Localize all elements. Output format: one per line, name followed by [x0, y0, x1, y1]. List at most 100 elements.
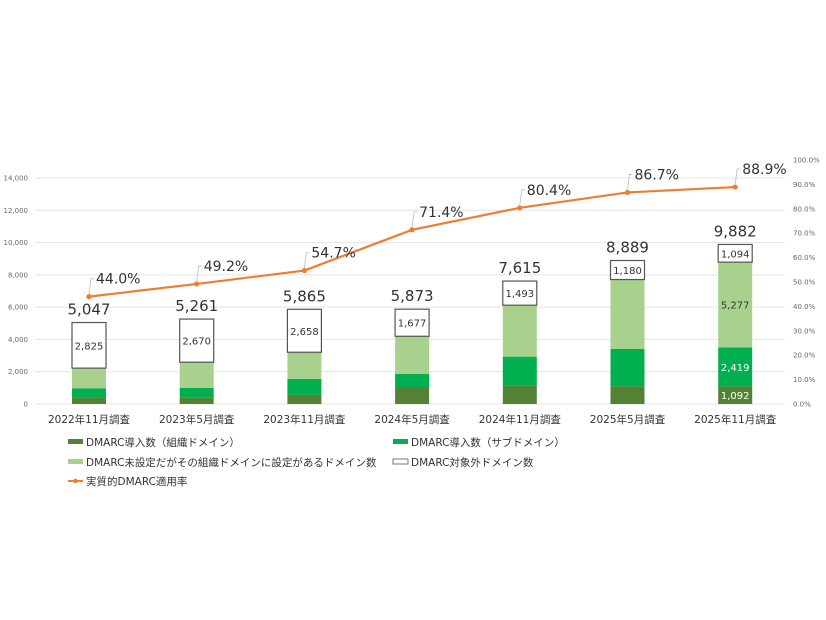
bar-segment: [610, 279, 645, 350]
bar-segment: [395, 336, 430, 375]
legend: DMARC導入数（組織ドメイン） DMARC導入数（サブドメイン） DMARC未設定…: [68, 436, 565, 488]
rate-label: 71.4%: [419, 205, 463, 221]
bar-segment: [609, 259, 646, 281]
left-tick-label: 4,000: [8, 336, 28, 344]
bar-segment: [179, 362, 214, 388]
segment-label: 5,277: [721, 301, 750, 312]
right-tick-label: 80.0%: [793, 205, 816, 213]
rate-point: [517, 205, 523, 211]
rate-point: [86, 294, 92, 300]
bar-segment: [71, 321, 107, 369]
segment-label: 1,094: [721, 249, 750, 260]
bar-segment: [610, 349, 645, 387]
right-tick-label: 0.0%: [793, 401, 811, 409]
category-label: 2023年5月調査: [159, 413, 235, 426]
rate-label: 54.7%: [311, 246, 355, 262]
bar-segment: [718, 386, 753, 404]
category-label: 2024年5月調査: [374, 413, 450, 426]
bar-segment: [72, 368, 106, 389]
bar-segment: [717, 243, 753, 263]
legend-line-marker: [73, 478, 78, 484]
bar-segment: [395, 387, 430, 404]
leader-line: [196, 265, 202, 282]
left-tick-label: 2,000: [8, 368, 28, 376]
right-tick-label: 40.0%: [793, 303, 816, 311]
right-tick-label: 90.0%: [793, 181, 816, 189]
bar-segment: [286, 308, 322, 353]
legend-swatch: [392, 458, 409, 465]
segment-label: 2,658: [290, 327, 319, 338]
left-tick-label: 6,000: [8, 304, 28, 312]
bar-segment: [72, 388, 106, 398]
total-label: 7,615: [498, 259, 541, 277]
segment-label: 1,092: [721, 391, 750, 402]
bar-segment: [179, 387, 214, 398]
left-tick-label: 8,000: [8, 271, 28, 279]
total-label: 5,873: [391, 287, 434, 305]
bar-segment: [287, 394, 322, 404]
total-label: 8,889: [606, 239, 649, 257]
rate-point: [624, 189, 631, 196]
rate-label: 49.2%: [204, 259, 248, 275]
bar-segment: [394, 308, 430, 337]
rate-label: 86.7%: [635, 167, 679, 183]
right-tick-label: 10.0%: [793, 376, 816, 384]
bar-segment: [610, 386, 645, 404]
left-axis: 0 2,000 4,000 6,000 8,000 10,000 12,000 14,000: [4, 175, 29, 409]
right-tick-label: 100.0%: [793, 157, 820, 165]
rate-label: 44.0%: [96, 272, 140, 288]
rate-line: 44.0% 49.2% 54.7% 71.4% 80.4% 86.7% 88.9%: [86, 162, 787, 300]
left-tick-label: 12,000: [4, 207, 29, 215]
legend-label: DMARC対象外ドメイン数: [411, 456, 534, 469]
category-label: 2022年11月調査: [48, 413, 131, 426]
category-label: 2023年11月調査: [263, 413, 346, 426]
leader-line: [734, 168, 741, 185]
legend-swatch: [68, 459, 83, 464]
segment-label: 1,180: [613, 266, 642, 277]
leader-line: [519, 189, 525, 205]
segment-label: 1,493: [505, 289, 534, 300]
leader-line: [627, 174, 633, 190]
rate-label: 88.9%: [742, 162, 786, 178]
rate-point: [301, 267, 307, 274]
left-tick-label: 0: [24, 401, 28, 409]
bar-segment: [72, 397, 106, 404]
bar-segment: [179, 397, 214, 404]
segment-label: 2,670: [182, 337, 211, 348]
legend-label: 実質的DMARC適用率: [86, 475, 187, 488]
leader-line: [304, 252, 310, 268]
category-label: 2024年11月調査: [479, 413, 562, 426]
rate-point: [194, 281, 200, 287]
bar-segment: [287, 379, 322, 395]
bar-segment: [179, 318, 215, 363]
right-tick-label: 50.0%: [793, 279, 816, 287]
right-tick-label: 70.0%: [793, 230, 816, 238]
x-axis: 2022年11月調査 2023年5月調査 2023年11月調査 2024年5月調査 20…: [48, 413, 777, 426]
segment-label: 2,825: [75, 341, 104, 352]
legend-label: DMARC未設定だがその組織ドメインに設定があるドメイン数: [86, 456, 377, 469]
bar-segment: [502, 305, 537, 357]
legend-swatch: [68, 439, 83, 444]
legend-swatch: [393, 439, 408, 444]
right-tick-label: 60.0%: [793, 254, 816, 262]
legend-label: DMARC導入数（組織ドメイン）: [86, 436, 240, 449]
left-tick-label: 14,000: [4, 175, 29, 183]
segment-label: 2,419: [721, 363, 750, 374]
rate-point: [732, 184, 738, 190]
right-tick-label: 20.0%: [793, 352, 816, 360]
left-tick-label: 10,000: [4, 239, 29, 247]
bar-segment: [718, 347, 753, 387]
bar-segment: [718, 262, 753, 348]
legend-label: DMARC導入数（サブドメイン）: [411, 436, 565, 449]
right-axis: 0.0% 10.0% 20.0% 30.0% 40.0% 50.0% 60.0% 70.0% 8…: [793, 157, 820, 409]
bar-segment: [502, 385, 537, 404]
category-label: 2025年11月調査: [694, 413, 777, 426]
rate-label: 80.4%: [527, 183, 571, 199]
total-label: 5,865: [283, 287, 326, 305]
leader-line: [88, 278, 94, 294]
total-label: 9,882: [714, 222, 757, 240]
bar-segment: [502, 280, 538, 306]
total-label: 5,261: [175, 297, 218, 315]
right-tick-label: 30.0%: [793, 327, 816, 335]
